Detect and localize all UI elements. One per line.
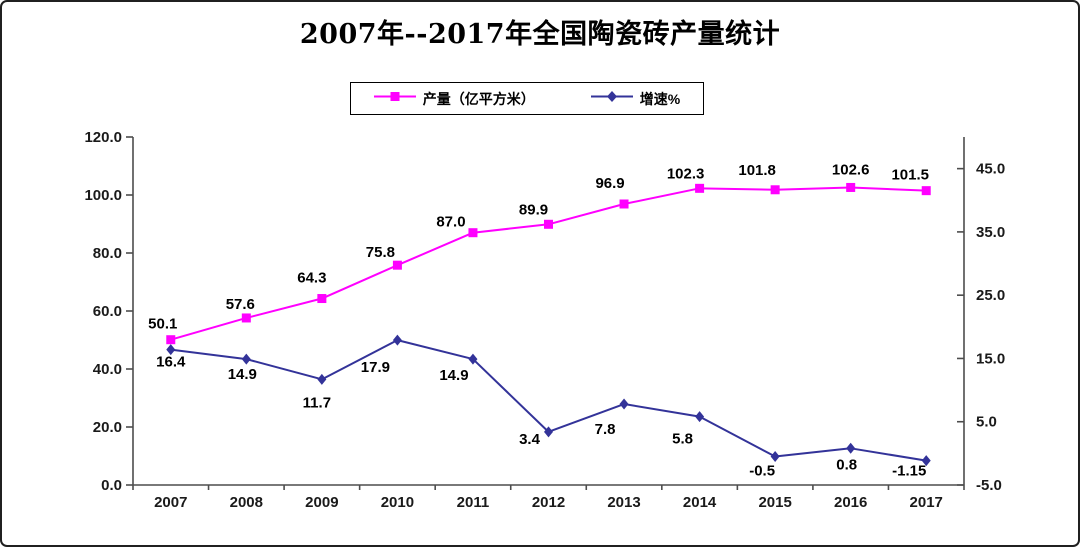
svg-text:2010: 2010 bbox=[381, 494, 414, 511]
data-label: -1.15 bbox=[892, 463, 926, 480]
svg-text:2007: 2007 bbox=[154, 494, 187, 511]
marker-diamond bbox=[241, 353, 251, 365]
marker-diamond bbox=[619, 398, 629, 410]
data-label: 11.7 bbox=[303, 394, 331, 411]
data-label: 57.6 bbox=[226, 296, 255, 313]
marker-square bbox=[468, 228, 478, 238]
svg-text:5.0: 5.0 bbox=[976, 414, 997, 431]
svg-text:2012: 2012 bbox=[532, 494, 565, 511]
svg-text:80.0: 80.0 bbox=[93, 245, 122, 262]
marker-diamond bbox=[317, 373, 327, 385]
data-label: 102.6 bbox=[832, 161, 870, 178]
data-label: 5.8 bbox=[672, 431, 693, 448]
legend-label-production: 产量（亿平方米） bbox=[422, 90, 535, 107]
marker-diamond bbox=[392, 334, 402, 346]
legend-marker-growth-icon bbox=[590, 90, 633, 108]
legend-label-growth: 增速% bbox=[639, 90, 681, 107]
legend-item-growth: 增速% bbox=[590, 89, 681, 109]
svg-text:2009: 2009 bbox=[305, 494, 338, 511]
chart-title: 2007年--2017年全国陶瓷砖产量统计 bbox=[299, 19, 781, 50]
svg-text:2015: 2015 bbox=[758, 494, 791, 511]
marker-square bbox=[921, 186, 931, 196]
marker-diamond bbox=[921, 455, 931, 467]
data-label: 96.9 bbox=[595, 175, 624, 192]
data-label: 50.1 bbox=[148, 316, 177, 333]
data-label: 75.8 bbox=[366, 244, 395, 261]
svg-text:25.0: 25.0 bbox=[976, 287, 1005, 304]
marker-diamond bbox=[468, 353, 478, 365]
data-label: -0.5 bbox=[749, 463, 775, 480]
data-label: 7.8 bbox=[595, 421, 616, 438]
series-growth: 16.4 14.9 11.7 17.9 14.9 3.4 7.8 5.8 -0.5 0.8 -1.1… bbox=[156, 334, 931, 480]
data-label: 3.4 bbox=[519, 431, 541, 448]
svg-text:2011: 2011 bbox=[457, 494, 490, 511]
series-production: 50.1 57.6 64.3 75.8 87.0 89.9 96.9 102.3 101.8 10… bbox=[148, 161, 931, 345]
marker-diamond bbox=[846, 442, 856, 454]
svg-text:0.0: 0.0 bbox=[101, 477, 122, 494]
marker-diamond bbox=[544, 426, 553, 438]
data-label: 101.8 bbox=[738, 162, 776, 179]
data-label: 102.3 bbox=[667, 165, 705, 182]
marker-square bbox=[544, 219, 553, 229]
marker-square bbox=[619, 199, 629, 209]
marker-square bbox=[166, 335, 176, 345]
svg-text:45.0: 45.0 bbox=[976, 161, 1005, 178]
x-axis-labels: 2007 2008 2009 2010 2011 2012 2013 2014 2015 2016… bbox=[132, 485, 965, 511]
svg-text:15.0: 15.0 bbox=[976, 350, 1005, 367]
right-axis-labels: 45.0 35.0 25.0 15.0 5.0 -5.0 bbox=[957, 161, 1005, 494]
data-label: 16.4 bbox=[156, 354, 186, 371]
marker-square bbox=[846, 182, 856, 192]
marker-diamond bbox=[166, 344, 176, 356]
svg-text:-5.0: -5.0 bbox=[976, 477, 1002, 494]
data-label: 89.9 bbox=[519, 201, 548, 218]
marker-square bbox=[241, 313, 251, 323]
svg-text:2016: 2016 bbox=[834, 494, 867, 511]
svg-text:35.0: 35.0 bbox=[976, 224, 1005, 241]
legend-item-production: 产量（亿平方米） bbox=[373, 89, 535, 109]
svg-text:2017: 2017 bbox=[910, 494, 943, 511]
marker-diamond bbox=[695, 411, 705, 423]
legend: 产量（亿平方米） 增速% bbox=[350, 82, 704, 115]
marker-square bbox=[695, 183, 705, 193]
data-label: 64.3 bbox=[297, 270, 326, 287]
svg-text:40.0: 40.0 bbox=[93, 361, 122, 378]
svg-text:60.0: 60.0 bbox=[93, 303, 122, 320]
data-label: 101.5 bbox=[891, 167, 929, 184]
data-label: 17.9 bbox=[361, 359, 390, 376]
svg-text:2013: 2013 bbox=[607, 494, 640, 511]
legend-marker-production-icon bbox=[373, 90, 416, 108]
left-axis-labels: 120.0 100.0 80.0 60.0 40.0 20.0 0.0 bbox=[84, 129, 133, 494]
data-label: 14.9 bbox=[439, 367, 468, 384]
svg-text:120.0: 120.0 bbox=[84, 129, 122, 146]
data-label: 14.9 bbox=[228, 366, 257, 383]
marker-diamond bbox=[770, 451, 780, 463]
data-label: 87.0 bbox=[436, 214, 465, 231]
marker-square bbox=[392, 260, 402, 270]
svg-text:20.0: 20.0 bbox=[93, 419, 122, 436]
svg-text:100.0: 100.0 bbox=[84, 187, 122, 204]
svg-text:2008: 2008 bbox=[230, 494, 263, 511]
data-label: 0.8 bbox=[836, 456, 857, 473]
marker-square bbox=[770, 185, 780, 195]
svg-text:2014: 2014 bbox=[683, 494, 717, 511]
marker-square bbox=[317, 294, 327, 304]
